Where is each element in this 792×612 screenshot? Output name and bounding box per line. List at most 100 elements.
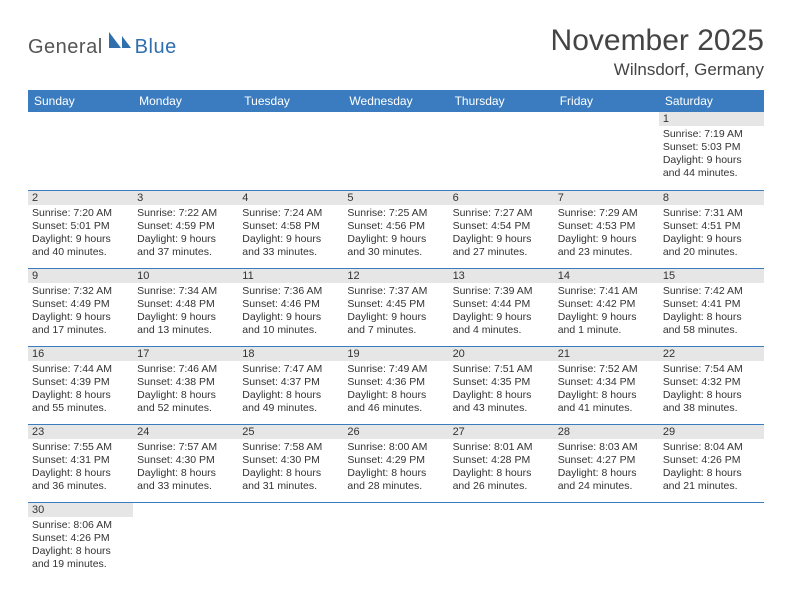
sail-icon (107, 30, 133, 55)
daylight-line: Daylight: 8 hours and 28 minutes. (347, 467, 444, 493)
day-body: Sunrise: 7:57 AMSunset: 4:30 PMDaylight:… (133, 439, 238, 498)
day-number: 30 (28, 503, 133, 517)
calendar-cell-blank (133, 502, 238, 580)
day-body: Sunrise: 7:22 AMSunset: 4:59 PMDaylight:… (133, 205, 238, 264)
day-body: Sunrise: 7:55 AMSunset: 4:31 PMDaylight:… (28, 439, 133, 498)
sunset-line: Sunset: 4:38 PM (137, 376, 234, 389)
sunset-line: Sunset: 4:36 PM (347, 376, 444, 389)
sunset-line: Sunset: 5:01 PM (32, 220, 129, 233)
calendar-cell: 16Sunrise: 7:44 AMSunset: 4:39 PMDayligh… (28, 346, 133, 424)
calendar-cell: 7Sunrise: 7:29 AMSunset: 4:53 PMDaylight… (554, 190, 659, 268)
calendar-cell: 3Sunrise: 7:22 AMSunset: 4:59 PMDaylight… (133, 190, 238, 268)
sunset-line: Sunset: 4:51 PM (663, 220, 760, 233)
logo: General Blue (28, 24, 177, 59)
sunrise-line: Sunrise: 8:00 AM (347, 441, 444, 454)
daylight-line: Daylight: 9 hours and 7 minutes. (347, 311, 444, 337)
calendar-cell-blank (133, 112, 238, 190)
day-body: Sunrise: 7:37 AMSunset: 4:45 PMDaylight:… (343, 283, 448, 342)
page: General Blue November 2025 Wilnsdorf, Ge… (0, 0, 792, 592)
sunset-line: Sunset: 4:26 PM (663, 454, 760, 467)
day-number (343, 503, 448, 518)
calendar-cell: 12Sunrise: 7:37 AMSunset: 4:45 PMDayligh… (343, 268, 448, 346)
daylight-line: Daylight: 9 hours and 44 minutes. (663, 154, 760, 180)
day-body: Sunrise: 7:44 AMSunset: 4:39 PMDaylight:… (28, 361, 133, 420)
calendar-cell: 23Sunrise: 7:55 AMSunset: 4:31 PMDayligh… (28, 424, 133, 502)
day-number: 9 (28, 269, 133, 283)
day-number: 26 (343, 425, 448, 439)
day-body: Sunrise: 7:58 AMSunset: 4:30 PMDaylight:… (238, 439, 343, 498)
daylight-line: Daylight: 9 hours and 40 minutes. (32, 233, 129, 259)
sunset-line: Sunset: 4:31 PM (32, 454, 129, 467)
sunrise-line: Sunrise: 7:55 AM (32, 441, 129, 454)
day-body: Sunrise: 7:39 AMSunset: 4:44 PMDaylight:… (449, 283, 554, 342)
calendar-week-row: 2Sunrise: 7:20 AMSunset: 5:01 PMDaylight… (28, 190, 764, 268)
daylight-line: Daylight: 8 hours and 26 minutes. (453, 467, 550, 493)
day-number: 1 (659, 112, 764, 126)
daylight-line: Daylight: 8 hours and 21 minutes. (663, 467, 760, 493)
calendar-cell-blank (659, 502, 764, 580)
calendar-cell: 26Sunrise: 8:00 AMSunset: 4:29 PMDayligh… (343, 424, 448, 502)
sunset-line: Sunset: 4:48 PM (137, 298, 234, 311)
sunrise-line: Sunrise: 7:52 AM (558, 363, 655, 376)
day-number: 23 (28, 425, 133, 439)
day-body: Sunrise: 8:03 AMSunset: 4:27 PMDaylight:… (554, 439, 659, 498)
daylight-line: Daylight: 8 hours and 58 minutes. (663, 311, 760, 337)
day-number: 20 (449, 347, 554, 361)
sunset-line: Sunset: 4:27 PM (558, 454, 655, 467)
sunset-line: Sunset: 5:03 PM (663, 141, 760, 154)
daylight-line: Daylight: 9 hours and 10 minutes. (242, 311, 339, 337)
calendar-cell: 21Sunrise: 7:52 AMSunset: 4:34 PMDayligh… (554, 346, 659, 424)
day-body: Sunrise: 7:36 AMSunset: 4:46 PMDaylight:… (238, 283, 343, 342)
day-number (449, 112, 554, 127)
day-number: 5 (343, 191, 448, 205)
day-number: 11 (238, 269, 343, 283)
logo-text-blue: Blue (135, 36, 177, 59)
day-body: Sunrise: 7:19 AMSunset: 5:03 PMDaylight:… (659, 126, 764, 185)
sunset-line: Sunset: 4:30 PM (242, 454, 339, 467)
calendar-cell: 8Sunrise: 7:31 AMSunset: 4:51 PMDaylight… (659, 190, 764, 268)
day-number: 10 (133, 269, 238, 283)
day-body: Sunrise: 7:29 AMSunset: 4:53 PMDaylight:… (554, 205, 659, 264)
sunset-line: Sunset: 4:41 PM (663, 298, 760, 311)
day-number: 24 (133, 425, 238, 439)
sunset-line: Sunset: 4:46 PM (242, 298, 339, 311)
sunset-line: Sunset: 4:53 PM (558, 220, 655, 233)
day-body: Sunrise: 7:24 AMSunset: 4:58 PMDaylight:… (238, 205, 343, 264)
daylight-line: Daylight: 8 hours and 24 minutes. (558, 467, 655, 493)
sunrise-line: Sunrise: 7:54 AM (663, 363, 760, 376)
calendar-cell: 27Sunrise: 8:01 AMSunset: 4:28 PMDayligh… (449, 424, 554, 502)
daylight-line: Daylight: 9 hours and 13 minutes. (137, 311, 234, 337)
day-body: Sunrise: 7:52 AMSunset: 4:34 PMDaylight:… (554, 361, 659, 420)
day-number: 28 (554, 425, 659, 439)
calendar-cell: 18Sunrise: 7:47 AMSunset: 4:37 PMDayligh… (238, 346, 343, 424)
header: General Blue November 2025 Wilnsdorf, Ge… (28, 24, 764, 80)
calendar-cell: 5Sunrise: 7:25 AMSunset: 4:56 PMDaylight… (343, 190, 448, 268)
calendar-cell: 4Sunrise: 7:24 AMSunset: 4:58 PMDaylight… (238, 190, 343, 268)
calendar-cell: 24Sunrise: 7:57 AMSunset: 4:30 PMDayligh… (133, 424, 238, 502)
day-number: 27 (449, 425, 554, 439)
sunrise-line: Sunrise: 7:47 AM (242, 363, 339, 376)
calendar-week-row: 1Sunrise: 7:19 AMSunset: 5:03 PMDaylight… (28, 112, 764, 190)
daylight-line: Daylight: 8 hours and 19 minutes. (32, 545, 129, 571)
sunrise-line: Sunrise: 7:39 AM (453, 285, 550, 298)
day-body: Sunrise: 7:41 AMSunset: 4:42 PMDaylight:… (554, 283, 659, 342)
calendar-cell: 15Sunrise: 7:42 AMSunset: 4:41 PMDayligh… (659, 268, 764, 346)
sunrise-line: Sunrise: 7:44 AM (32, 363, 129, 376)
weekday-header: Friday (554, 90, 659, 112)
sunrise-line: Sunrise: 8:06 AM (32, 519, 129, 532)
calendar-cell: 10Sunrise: 7:34 AMSunset: 4:48 PMDayligh… (133, 268, 238, 346)
calendar-cell-blank (554, 502, 659, 580)
day-number (238, 503, 343, 518)
day-body: Sunrise: 7:20 AMSunset: 5:01 PMDaylight:… (28, 205, 133, 264)
daylight-line: Daylight: 9 hours and 33 minutes. (242, 233, 339, 259)
weekday-header: Saturday (659, 90, 764, 112)
day-number: 7 (554, 191, 659, 205)
daylight-line: Daylight: 9 hours and 1 minute. (558, 311, 655, 337)
sunset-line: Sunset: 4:30 PM (137, 454, 234, 467)
calendar-cell: 9Sunrise: 7:32 AMSunset: 4:49 PMDaylight… (28, 268, 133, 346)
day-body: Sunrise: 7:25 AMSunset: 4:56 PMDaylight:… (343, 205, 448, 264)
sunrise-line: Sunrise: 7:31 AM (663, 207, 760, 220)
sunrise-line: Sunrise: 7:42 AM (663, 285, 760, 298)
sunset-line: Sunset: 4:39 PM (32, 376, 129, 389)
weekday-header: Monday (133, 90, 238, 112)
